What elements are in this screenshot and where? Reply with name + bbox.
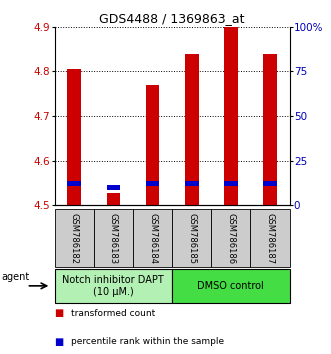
Text: GSM786184: GSM786184 bbox=[148, 212, 157, 264]
Bar bbox=[107, 185, 120, 190]
Text: GSM786182: GSM786182 bbox=[70, 212, 79, 264]
Text: ■: ■ bbox=[55, 337, 64, 347]
Text: ■: ■ bbox=[55, 308, 64, 318]
Bar bbox=[263, 54, 277, 205]
Text: agent: agent bbox=[2, 272, 30, 282]
Bar bbox=[67, 69, 81, 205]
Bar bbox=[224, 181, 238, 186]
Text: GSM786183: GSM786183 bbox=[109, 212, 118, 264]
Text: GSM786185: GSM786185 bbox=[187, 212, 196, 264]
Text: GSM786187: GSM786187 bbox=[265, 212, 274, 264]
Text: Notch inhibitor DAPT
(10 μM.): Notch inhibitor DAPT (10 μM.) bbox=[63, 275, 164, 297]
Bar bbox=[107, 193, 120, 205]
Text: DMSO control: DMSO control bbox=[198, 281, 264, 291]
Title: GDS4488 / 1369863_at: GDS4488 / 1369863_at bbox=[99, 12, 245, 25]
Bar bbox=[67, 181, 81, 186]
Text: transformed count: transformed count bbox=[71, 309, 156, 318]
Bar bbox=[146, 85, 160, 205]
Text: percentile rank within the sample: percentile rank within the sample bbox=[71, 337, 224, 346]
Bar bbox=[224, 27, 238, 205]
Bar bbox=[263, 181, 277, 186]
Bar bbox=[185, 54, 199, 205]
Bar bbox=[146, 181, 160, 186]
Text: GSM786186: GSM786186 bbox=[226, 212, 235, 264]
Bar bbox=[185, 181, 199, 186]
